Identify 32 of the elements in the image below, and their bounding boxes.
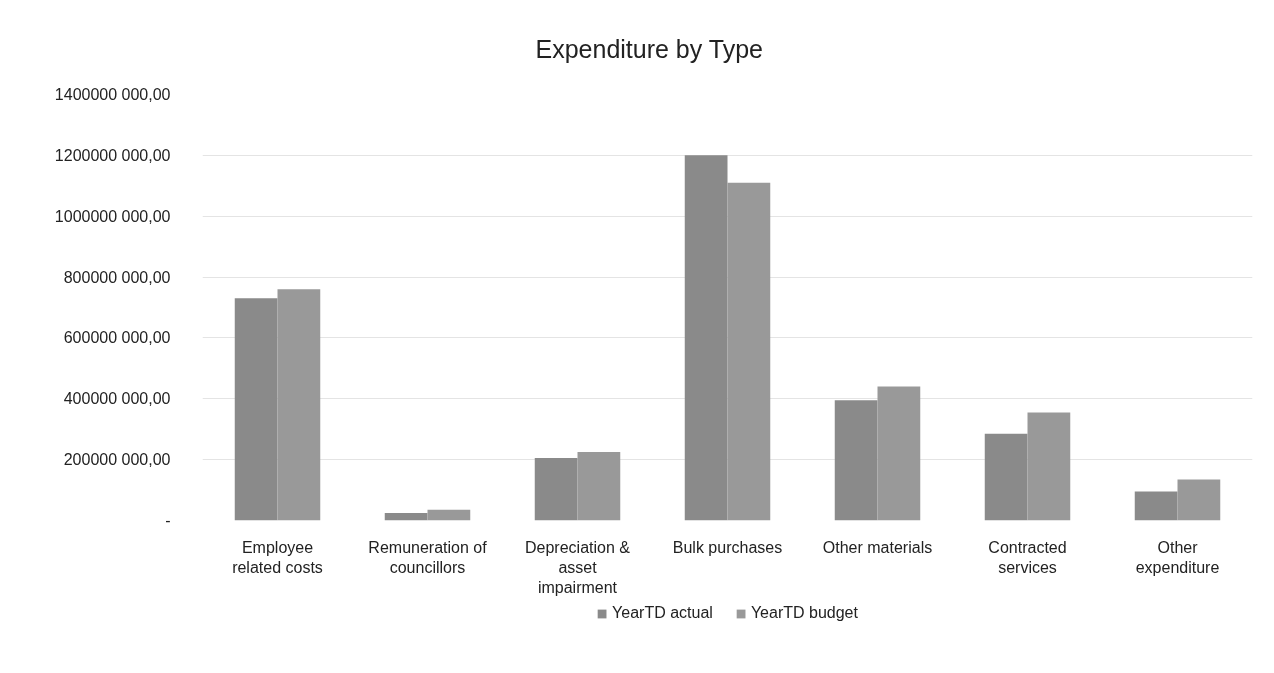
bar bbox=[1027, 412, 1071, 521]
chart-title: Expenditure by Type bbox=[535, 34, 763, 63]
y-tick-label: 200000 000,00 bbox=[63, 451, 171, 469]
legend-label: YearTD budget bbox=[750, 604, 858, 622]
bar bbox=[684, 155, 728, 521]
bar bbox=[1134, 491, 1178, 521]
y-tick-label: - bbox=[165, 512, 171, 529]
bar bbox=[1177, 479, 1221, 521]
x-tick-label: Bulk purchases bbox=[672, 538, 783, 556]
x-tick-label: Other materials bbox=[822, 538, 933, 556]
bar bbox=[534, 458, 578, 521]
y-tick-label: 1200000 000,00 bbox=[54, 146, 171, 164]
bar bbox=[834, 400, 878, 521]
bar bbox=[727, 182, 771, 521]
legend-label: YearTD actual bbox=[612, 604, 713, 622]
x-tick-label: Remuneration of councillors bbox=[368, 538, 488, 576]
bar bbox=[984, 433, 1028, 521]
x-tick-label: Other expenditure bbox=[1135, 538, 1220, 576]
y-tick-label: 1000000 000,00 bbox=[54, 207, 171, 225]
x-tick-label: Depreciation & asset impairment bbox=[525, 538, 631, 597]
bar bbox=[577, 452, 621, 521]
bar bbox=[234, 298, 278, 521]
y-tick-label: 1400000 000,00 bbox=[54, 86, 171, 103]
x-tick-label: Employee related costs bbox=[232, 538, 323, 576]
bar bbox=[277, 289, 321, 521]
x-tick-label: Contracted services bbox=[988, 538, 1067, 576]
bar bbox=[427, 509, 471, 521]
y-tick-label: 400000 000,00 bbox=[63, 390, 171, 408]
bar bbox=[384, 512, 428, 521]
bar bbox=[877, 386, 921, 521]
y-tick-label: 800000 000,00 bbox=[63, 268, 171, 286]
y-tick-label: 600000 000,00 bbox=[63, 329, 171, 347]
